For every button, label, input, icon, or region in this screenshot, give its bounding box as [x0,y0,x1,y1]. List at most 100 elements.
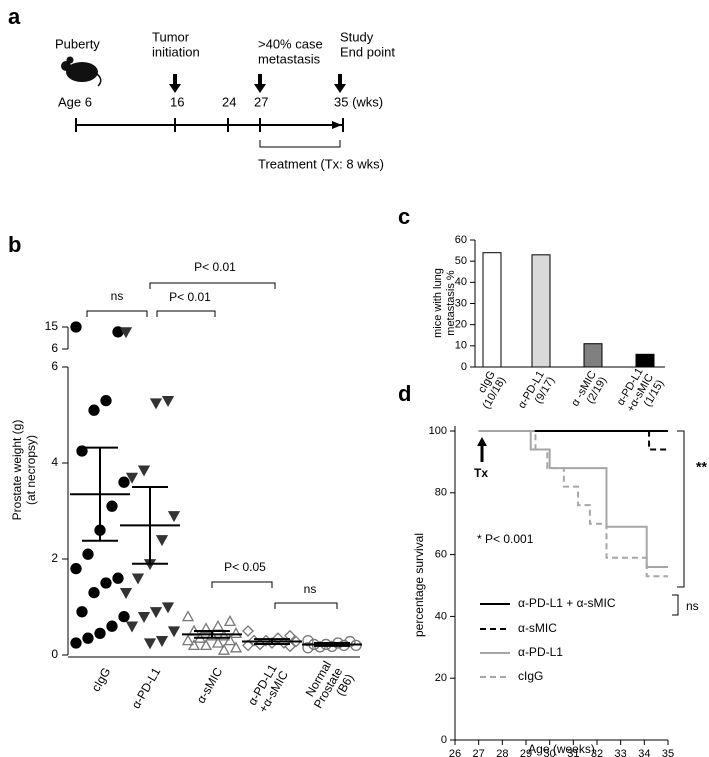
data-point [70,562,82,575]
error-bar [132,486,168,565]
bar [635,353,655,368]
y-tick-label: 4 [51,455,58,469]
y-tick-label: 60 [455,234,467,246]
significance-bracket [156,310,216,317]
significance-label: P< 0.01 [194,260,236,274]
annotation: ** [696,459,707,475]
age-label: 27 [254,94,268,109]
x-tick-label: α-PD-L1 [129,665,164,711]
y-tick-label: 15 [45,319,59,333]
data-point [302,634,314,647]
data-point [70,321,82,333]
age-label: Age 6 [58,94,92,109]
data-point [167,626,181,638]
event-label: Puberty [55,36,100,51]
age-label: 35 (wks) [334,94,383,109]
data-point [82,548,94,560]
data-point [106,500,118,512]
significance-label: ns [111,289,124,303]
age-label: 16 [170,94,184,109]
event-label: >40% case [258,36,323,51]
y-tick-label: 30 [455,297,467,309]
data-point [149,607,163,619]
data-point [143,638,157,650]
data-point [223,634,237,646]
data-point [181,634,195,646]
annotation: ns [686,599,699,613]
data-point [137,465,151,477]
data-point [88,586,100,599]
y-tick-label: 20 [455,319,467,331]
x-tick-label: 33 [615,748,627,757]
data-point [161,602,175,614]
x-tick-label: cIgG [89,665,114,694]
x-tick-label: 35 [662,748,674,757]
data-point [125,621,139,633]
x-tick-label: 34 [638,748,650,757]
survival-line [478,430,668,568]
x-tick-label: α-sMIC [194,665,226,706]
data-point [149,398,163,410]
data-point [100,577,112,589]
data-point [137,611,151,623]
data-point [94,627,106,640]
event-label: metastasis [258,51,321,66]
data-point [211,636,225,648]
data-point [155,635,169,647]
error-bar [82,446,118,542]
event-label: Tumor [152,29,190,44]
data-point [217,643,231,655]
x-tick-label: 28 [496,748,508,757]
event-arrow-head [254,84,266,93]
data-point [187,639,201,651]
y-axis-label: metastasis % [445,270,457,336]
event-arrow-head [169,84,181,93]
treatment-bracket [259,140,341,148]
data-point [181,610,195,622]
error-bar [314,642,350,647]
age-label: 24 [222,94,236,109]
y-tick-label: 50 [455,255,467,267]
bracket [677,430,685,588]
y-tick-label: 100 [429,425,447,437]
x-tick-label: 30 [544,748,556,757]
y-tick-label: 60 [435,549,447,561]
legend-label: α-PD-L1 [518,645,563,659]
survival-line [478,430,668,451]
significance-label: ns [304,582,317,596]
data-point [131,573,145,585]
data-point [70,637,82,649]
tx-arrow-head [477,437,487,446]
y-axis-label: mice with lung [432,268,444,338]
data-point [118,476,130,488]
significance-bracket [211,581,273,588]
bracket [672,594,679,616]
event-label: Study [340,29,374,44]
x-tick-label: 29 [520,748,532,757]
significance-label: P< 0.01 [169,290,211,304]
data-point [199,622,213,634]
bar [531,254,551,368]
data-point [88,404,100,416]
panel-letter: a [8,4,21,29]
data-point [161,395,175,407]
event-label: End point [340,44,395,59]
y-tick-label: 2 [51,551,58,565]
panel-letter: b [8,232,21,257]
x-axis-label: Age (weeks) [528,742,595,756]
x-tick-label: 32 [591,748,603,757]
y-tick-label: 0 [441,734,447,746]
data-point [167,511,181,523]
x-tick-label: 26 [449,748,461,757]
significance-bracket [274,602,338,609]
y-axis-label: Prostate weight (g) [10,420,24,521]
y-axis-label: (at necropsy) [24,435,38,505]
bar [482,252,502,368]
data-point [119,587,133,599]
data-point [82,632,94,644]
data-point [112,572,124,584]
legend-label: α-PD-L1 + α-sMIC [518,596,616,610]
data-point [76,606,88,618]
x-tick-label: 31 [567,748,579,757]
